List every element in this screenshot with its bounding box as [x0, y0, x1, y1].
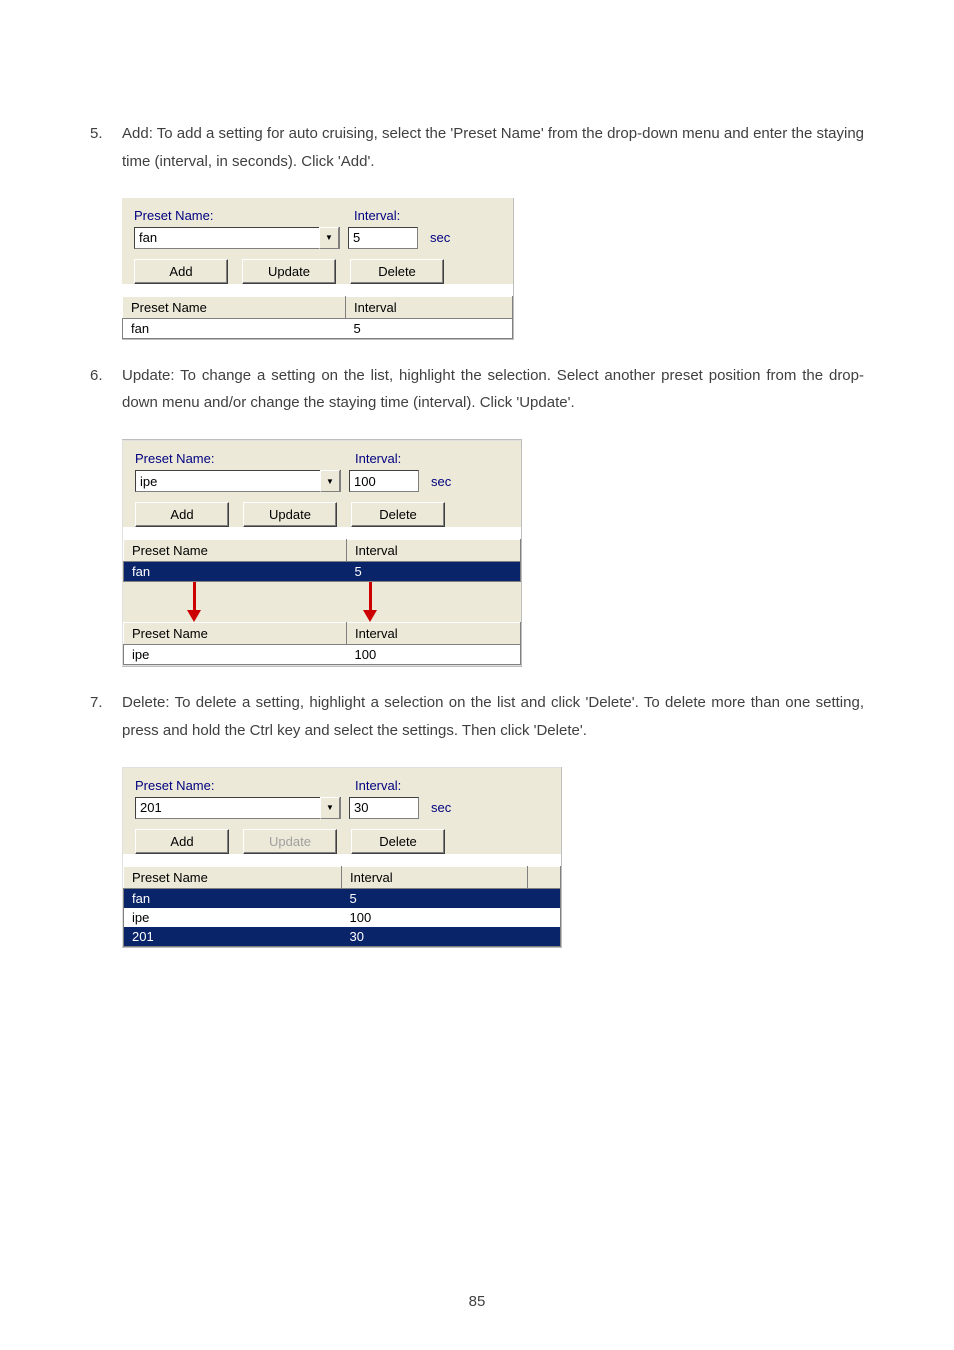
- item-number: 7.: [90, 689, 122, 745]
- col-interval: Interval: [346, 296, 513, 318]
- delete-button[interactable]: Delete: [351, 829, 445, 854]
- list-item-5: 5. Add: To add a setting for auto cruisi…: [90, 120, 864, 176]
- preset-table-after: Preset Name Interval ipe 100: [123, 622, 521, 665]
- preset-table-before: Preset Name Interval fan 5: [123, 539, 521, 582]
- add-button[interactable]: Add: [135, 829, 229, 854]
- list-item-7: 7. Delete: To delete a setting, highligh…: [90, 689, 864, 745]
- sec-label: sec: [431, 474, 451, 489]
- item-text: Delete: To delete a setting, highlight a…: [122, 689, 864, 745]
- ui-panel-add: Preset Name: Interval: fan ▼ 5 sec Add U…: [122, 198, 514, 340]
- table-row[interactable]: ipe 100: [124, 908, 561, 927]
- table-row-selected[interactable]: fan 5: [124, 888, 561, 908]
- dropdown-value: ipe: [140, 474, 157, 489]
- delete-button[interactable]: Delete: [351, 502, 445, 527]
- col-interval: Interval: [347, 623, 521, 645]
- list-item-6: 6. Update: To change a setting on the li…: [90, 362, 864, 418]
- col-preset-name: Preset Name: [124, 540, 347, 562]
- col-interval: Interval: [347, 540, 521, 562]
- col-preset-name: Preset Name: [124, 623, 347, 645]
- preset-name-dropdown[interactable]: fan ▼: [134, 227, 340, 249]
- delete-button[interactable]: Delete: [350, 259, 444, 284]
- arrow-down-icon: [123, 582, 521, 622]
- preset-name-label: Preset Name:: [135, 778, 355, 793]
- update-button[interactable]: Update: [242, 259, 336, 284]
- item-number: 6.: [90, 362, 122, 418]
- preset-table: Preset Name Interval fan 5: [122, 296, 513, 339]
- preset-name-dropdown[interactable]: ipe ▼: [135, 470, 341, 492]
- interval-input[interactable]: 30: [349, 797, 419, 819]
- table-row[interactable]: ipe 100: [124, 645, 521, 665]
- scrollbar-spacer: [527, 866, 561, 888]
- table-row-selected[interactable]: 201 30: [124, 927, 561, 947]
- preset-name-dropdown[interactable]: 201 ▼: [135, 797, 341, 819]
- interval-label: Interval:: [355, 778, 401, 793]
- page-number: 85: [0, 1293, 954, 1310]
- sec-label: sec: [431, 800, 451, 815]
- col-preset-name: Preset Name: [124, 866, 342, 888]
- item-text: Update: To change a setting on the list,…: [122, 362, 864, 418]
- table-row[interactable]: fan 5: [123, 318, 513, 338]
- item-number: 5.: [90, 120, 122, 176]
- col-interval: Interval: [342, 866, 527, 888]
- ui-panel-delete: Preset Name: Interval: 201 ▼ 30 sec Add …: [122, 767, 562, 948]
- dropdown-value: 201: [140, 800, 162, 815]
- interval-label: Interval:: [355, 451, 401, 466]
- interval-input[interactable]: 5: [348, 227, 418, 249]
- update-button-disabled: Update: [243, 829, 337, 854]
- add-button[interactable]: Add: [134, 259, 228, 284]
- preset-name-label: Preset Name:: [135, 451, 355, 466]
- preset-table: Preset Name Interval fan 5 ipe 100 201 3…: [123, 866, 561, 947]
- interval-input[interactable]: 100: [349, 470, 419, 492]
- table-row-selected[interactable]: fan 5: [124, 562, 521, 582]
- update-button[interactable]: Update: [243, 502, 337, 527]
- sec-label: sec: [430, 230, 450, 245]
- add-button[interactable]: Add: [135, 502, 229, 527]
- item-text: Add: To add a setting for auto cruising,…: [122, 120, 864, 176]
- chevron-down-icon: ▼: [320, 797, 340, 819]
- preset-name-label: Preset Name:: [134, 208, 354, 223]
- interval-label: Interval:: [354, 208, 400, 223]
- ui-panel-update: Preset Name: Interval: ipe ▼ 100 sec Add…: [122, 439, 522, 667]
- chevron-down-icon: ▼: [320, 470, 340, 492]
- col-preset-name: Preset Name: [123, 296, 346, 318]
- chevron-down-icon: ▼: [319, 227, 339, 249]
- dropdown-value: fan: [139, 230, 157, 245]
